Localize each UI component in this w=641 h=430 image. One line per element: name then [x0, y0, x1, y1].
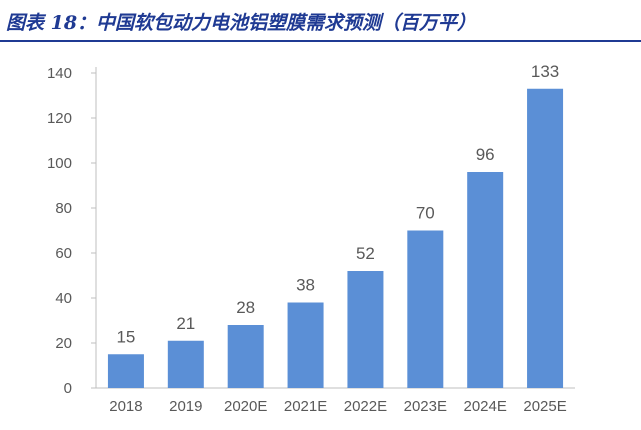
x-tick-label: 2021E: [284, 398, 327, 415]
y-tick-label: 40: [55, 290, 72, 307]
data-label-2024E: 96: [476, 145, 495, 164]
data-label-2019: 21: [176, 314, 195, 333]
title-divider: [0, 40, 641, 42]
x-tick-label: 2023E: [404, 398, 447, 415]
bar-2019: [167, 340, 204, 388]
bar-chart: 0 20 40 60 80 100 120 140 2018 2019 2020E 2021E 202…: [47, 62, 575, 415]
bar-2018: [107, 354, 144, 388]
data-label-2025E: 133: [531, 62, 559, 81]
x-tick-label: 2020E: [224, 398, 267, 415]
y-tick-label: 60: [55, 245, 72, 262]
y-tick-label: 20: [55, 335, 72, 352]
bar-2021E: [287, 302, 324, 388]
x-tick-label: 2018: [109, 398, 142, 415]
data-label-2023E: 70: [416, 204, 435, 223]
y-tick-label: 120: [47, 110, 72, 127]
data-label-2020E: 28: [236, 298, 255, 317]
bar-2025E: [527, 88, 564, 388]
y-tick-label: 80: [55, 200, 72, 217]
y-tick-label: 100: [47, 155, 72, 172]
x-axis: 2018 2019 2020E 2021E 2022E 2023E 2024E 2025E: [96, 387, 575, 415]
y-tick-label: 140: [47, 65, 72, 82]
x-tick-label: 2025E: [523, 398, 566, 415]
x-tick-label: 2022E: [344, 398, 387, 415]
figure-title: 图表 18：中国软包动力电池铝塑膜需求预测（百万平）: [6, 12, 477, 34]
bars: [107, 88, 564, 388]
y-axis: 0 20 40 60 80 100 120 140: [47, 65, 97, 397]
bar-2022E: [347, 271, 384, 388]
x-tick-label: 2019: [169, 398, 202, 415]
x-tick-label: 2024E: [464, 398, 507, 415]
data-label-2018: 15: [116, 327, 135, 346]
data-label-2022E: 52: [356, 244, 375, 263]
chart-area: 0 20 40 60 80 100 120 140 2018 2019 2020E 2021E 202…: [0, 42, 641, 426]
y-tick-label: 0: [64, 380, 72, 397]
bar-2023E: [407, 230, 444, 388]
data-labels: 15 21 28 38 52 70 96 133: [116, 62, 559, 347]
bar-2024E: [467, 172, 504, 388]
data-label-2021E: 38: [296, 276, 315, 295]
bar-2020E: [227, 325, 264, 388]
